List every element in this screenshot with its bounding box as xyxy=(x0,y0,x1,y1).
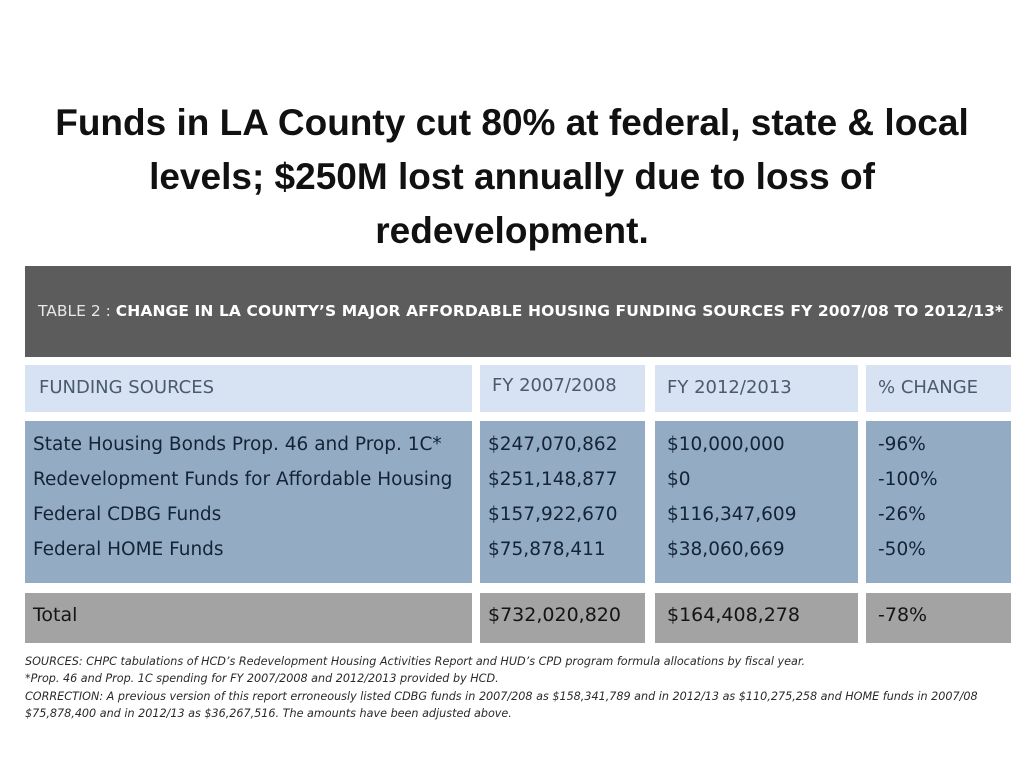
total-fy-2012-2013: $164,408,278 xyxy=(655,593,858,643)
total-percent-change: -78% xyxy=(866,593,1011,643)
table-cell-fy0708: $157,922,670 xyxy=(488,504,618,525)
column-header-fy-2007-2008: FY 2007/2008 xyxy=(480,365,645,412)
table-caption-text: CHANGE IN LA COUNTY’S MAJOR AFFORDABLE H… xyxy=(115,302,1004,320)
table-cell-fy1213: $10,000,000 xyxy=(667,434,785,455)
sources-note: SOURCES: CHPC tabulations of HCD’s Redev… xyxy=(25,655,805,668)
correction-note-continued: $75,878,400 and in 2012/13 as $36,267,51… xyxy=(25,706,512,720)
slide-title: Funds in LA County cut 80% at federal, s… xyxy=(55,102,969,251)
column-header-funding-sources: FUNDING SOURCES xyxy=(25,365,472,412)
table-cell-change: -96% xyxy=(878,434,926,455)
total-label: Total xyxy=(25,593,472,643)
table-notes: SOURCES: CHPC tabulations of HCD’s Redev… xyxy=(25,653,1005,722)
table-row-source: Redevelopment Funds for Affordable Housi… xyxy=(33,469,453,490)
table-label: TABLE 2 : xyxy=(38,302,116,320)
funding-sources-column: State Housing Bonds Prop. 46 and Prop. 1… xyxy=(25,421,472,583)
table-cell-change: -50% xyxy=(878,539,926,560)
table-caption: TABLE 2 : CHANGE IN LA COUNTY’S MAJOR AF… xyxy=(38,302,1003,320)
correction-note: CORRECTION: A previous version of this r… xyxy=(25,689,978,703)
percent-change-column: -96% -100% -26% -50% xyxy=(866,421,1011,583)
table-cell-change: -26% xyxy=(878,504,926,525)
table-row-source: State Housing Bonds Prop. 46 and Prop. 1… xyxy=(33,434,442,455)
table-cell-fy1213: $38,060,669 xyxy=(667,539,785,560)
table-cell-change: -100% xyxy=(878,469,938,490)
table-cell-fy1213: $0 xyxy=(667,469,691,490)
column-header-percent-change: % CHANGE xyxy=(866,365,1011,412)
table-row-source: Federal CDBG Funds xyxy=(33,504,222,525)
table-cell-fy0708: $75,878,411 xyxy=(488,539,606,560)
total-fy-2007-2008: $732,020,820 xyxy=(480,593,645,643)
table-row-source: Federal HOME Funds xyxy=(33,539,224,560)
column-header-fy-2012-2013: FY 2012/2013 xyxy=(655,365,858,412)
prop-footnote: *Prop. 46 and Prop. 1C spending for FY 2… xyxy=(25,672,499,686)
table-caption-bar: TABLE 2 : CHANGE IN LA COUNTY’S MAJOR AF… xyxy=(25,266,1011,357)
table-cell-fy1213: $116,347,609 xyxy=(667,504,797,525)
fy-2012-2013-column: $10,000,000 $0 $116,347,609 $38,060,669 xyxy=(655,421,858,583)
table-cell-fy0708: $251,148,877 xyxy=(488,469,618,490)
fy-2007-2008-column: $247,070,862 $251,148,877 $157,922,670 $… xyxy=(480,421,645,583)
table-cell-fy0708: $247,070,862 xyxy=(488,434,618,455)
